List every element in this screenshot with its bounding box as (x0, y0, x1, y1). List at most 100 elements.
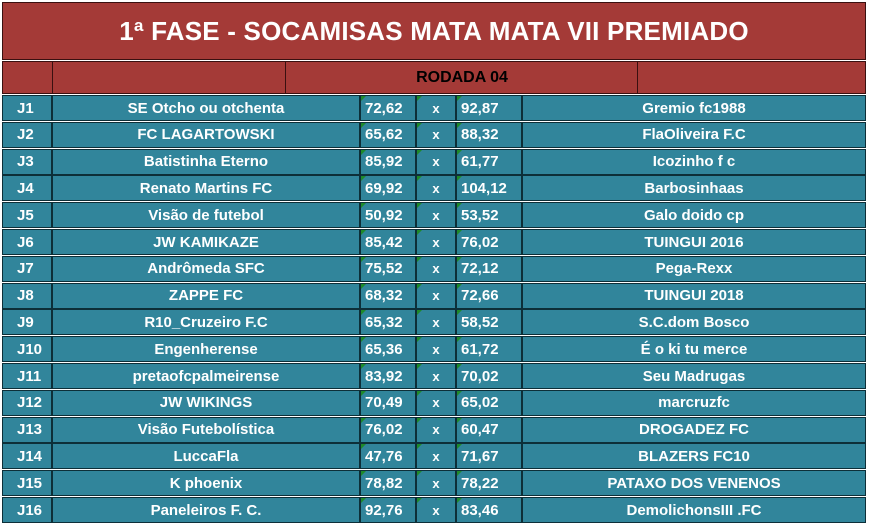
home-score-cell[interactable]: 72,62 (360, 95, 416, 121)
match-id-cell[interactable]: J16 (2, 497, 52, 523)
match-id-cell[interactable]: J6 (2, 229, 52, 255)
away-team-cell[interactable]: É o ki tu merce (522, 336, 866, 363)
away-score-cell[interactable]: 92,87 (456, 95, 522, 121)
home-team-cell[interactable]: FC LAGARTOWSKI (52, 121, 360, 148)
home-score-cell[interactable]: 92,76 (360, 497, 416, 523)
home-team-cell[interactable]: Engenherense (52, 336, 360, 363)
versus-cell[interactable]: x (416, 282, 456, 309)
away-team-cell[interactable]: Gremio fc1988 (522, 95, 866, 121)
versus-cell[interactable]: x (416, 309, 456, 336)
match-id-cell[interactable]: J9 (2, 309, 52, 336)
home-score-cell[interactable]: 65,36 (360, 336, 416, 363)
away-score-cell[interactable]: 53,52 (456, 202, 522, 229)
home-score-cell[interactable]: 76,02 (360, 416, 416, 443)
match-id-cell[interactable]: J8 (2, 282, 52, 309)
away-score-cell[interactable]: 78,22 (456, 470, 522, 497)
versus-cell[interactable]: x (416, 363, 456, 389)
home-score-cell[interactable]: 65,32 (360, 309, 416, 336)
versus-cell[interactable]: x (416, 255, 456, 282)
match-id-cell[interactable]: J10 (2, 336, 52, 363)
versus-cell[interactable]: x (416, 470, 456, 497)
match-id-cell[interactable]: J2 (2, 121, 52, 148)
match-id-cell[interactable]: J5 (2, 202, 52, 229)
away-team-cell[interactable]: Pega-Rexx (522, 255, 866, 282)
home-score-cell[interactable]: 70,49 (360, 389, 416, 416)
home-score-cell[interactable]: 85,92 (360, 148, 416, 175)
away-score-cell[interactable]: 72,66 (456, 282, 522, 309)
match-id-cell[interactable]: J13 (2, 416, 52, 443)
versus-cell[interactable]: x (416, 336, 456, 363)
away-team-cell[interactable]: FlaOliveira F.C (522, 121, 866, 148)
home-team-cell[interactable]: Visão Futebolística (52, 416, 360, 443)
home-score-cell[interactable]: 50,92 (360, 202, 416, 229)
home-score-cell[interactable]: 75,52 (360, 255, 416, 282)
home-score-cell[interactable]: 69,92 (360, 175, 416, 202)
header-round-cell[interactable] (286, 62, 638, 93)
match-id-cell[interactable]: J15 (2, 470, 52, 497)
home-score-cell[interactable]: 83,92 (360, 363, 416, 389)
match-id-cell[interactable]: J4 (2, 175, 52, 202)
versus-cell[interactable]: x (416, 148, 456, 175)
versus-cell[interactable]: x (416, 389, 456, 416)
header-blank-cell[interactable] (3, 62, 53, 93)
home-team-cell[interactable]: Renato Martins FC (52, 175, 360, 202)
away-team-cell[interactable]: Barbosinhaas (522, 175, 866, 202)
away-score-cell[interactable]: 88,32 (456, 121, 522, 148)
versus-cell[interactable]: x (416, 175, 456, 202)
away-team-cell[interactable]: DROGADEZ FC (522, 416, 866, 443)
away-score-cell[interactable]: 76,02 (456, 229, 522, 255)
away-team-cell[interactable]: Icozinho f c (522, 148, 866, 175)
match-id-cell[interactable]: J1 (2, 95, 52, 121)
away-score-cell[interactable]: 60,47 (456, 416, 522, 443)
home-score-cell[interactable]: 78,82 (360, 470, 416, 497)
away-score-cell[interactable]: 72,12 (456, 255, 522, 282)
away-score-cell[interactable]: 71,67 (456, 443, 522, 470)
home-team-cell[interactable]: Visão de futebol (52, 202, 360, 229)
versus-cell[interactable]: x (416, 202, 456, 229)
versus-cell[interactable]: x (416, 121, 456, 148)
away-score-cell[interactable]: 83,46 (456, 497, 522, 523)
away-team-cell[interactable]: S.C.dom Bosco (522, 309, 866, 336)
home-team-cell[interactable]: R10_Cruzeiro F.C (52, 309, 360, 336)
away-score-cell[interactable]: 61,77 (456, 148, 522, 175)
versus-cell[interactable]: x (416, 229, 456, 255)
home-team-cell[interactable]: JW KAMIKAZE (52, 229, 360, 255)
home-score-cell[interactable]: 85,42 (360, 229, 416, 255)
away-team-cell[interactable]: DemolichonsIII .FC (522, 497, 866, 523)
home-score-cell[interactable]: 68,32 (360, 282, 416, 309)
away-team-cell[interactable]: marcruzfc (522, 389, 866, 416)
away-score-cell[interactable]: 104,12 (456, 175, 522, 202)
home-team-cell[interactable]: JW WIKINGS (52, 389, 360, 416)
home-team-cell[interactable]: SE Otcho ou otchenta (52, 95, 360, 121)
away-team-cell[interactable]: TUINGUI 2018 (522, 282, 866, 309)
home-team-cell[interactable]: Andrômeda SFC (52, 255, 360, 282)
match-id-cell[interactable]: J14 (2, 443, 52, 470)
home-score-cell[interactable]: 65,62 (360, 121, 416, 148)
header-blank-cell[interactable] (53, 62, 286, 93)
home-team-cell[interactable]: LuccaFla (52, 443, 360, 470)
home-team-cell[interactable]: pretaofcpalmeirense (52, 363, 360, 389)
away-team-cell[interactable]: Seu Madrugas (522, 363, 866, 389)
away-team-cell[interactable]: Galo doido cp (522, 202, 866, 229)
versus-cell[interactable]: x (416, 416, 456, 443)
away-score-cell[interactable]: 58,52 (456, 309, 522, 336)
versus-cell[interactable]: x (416, 497, 456, 523)
home-score-cell[interactable]: 47,76 (360, 443, 416, 470)
away-score-cell[interactable]: 61,72 (456, 336, 522, 363)
versus-cell[interactable]: x (416, 95, 456, 121)
away-team-cell[interactable]: BLAZERS FC10 (522, 443, 866, 470)
table-row: J13 Visão Futebolística 76,02 x 60,47 DROGADE… (2, 416, 866, 443)
away-score-cell[interactable]: 70,02 (456, 363, 522, 389)
home-team-cell[interactable]: K phoenix (52, 470, 360, 497)
versus-cell[interactable]: x (416, 443, 456, 470)
away-score-cell[interactable]: 65,02 (456, 389, 522, 416)
away-team-cell[interactable]: TUINGUI 2016 (522, 229, 866, 255)
home-team-cell[interactable]: ZAPPE FC (52, 282, 360, 309)
match-id-cell[interactable]: J3 (2, 148, 52, 175)
match-id-cell[interactable]: J11 (2, 363, 52, 389)
home-team-cell[interactable]: Paneleiros F. C. (52, 497, 360, 523)
match-id-cell[interactable]: J12 (2, 389, 52, 416)
away-team-cell[interactable]: PATAXO DOS VENENOS (522, 470, 866, 497)
home-team-cell[interactable]: Batistinha Eterno (52, 148, 360, 175)
match-id-cell[interactable]: J7 (2, 255, 52, 282)
